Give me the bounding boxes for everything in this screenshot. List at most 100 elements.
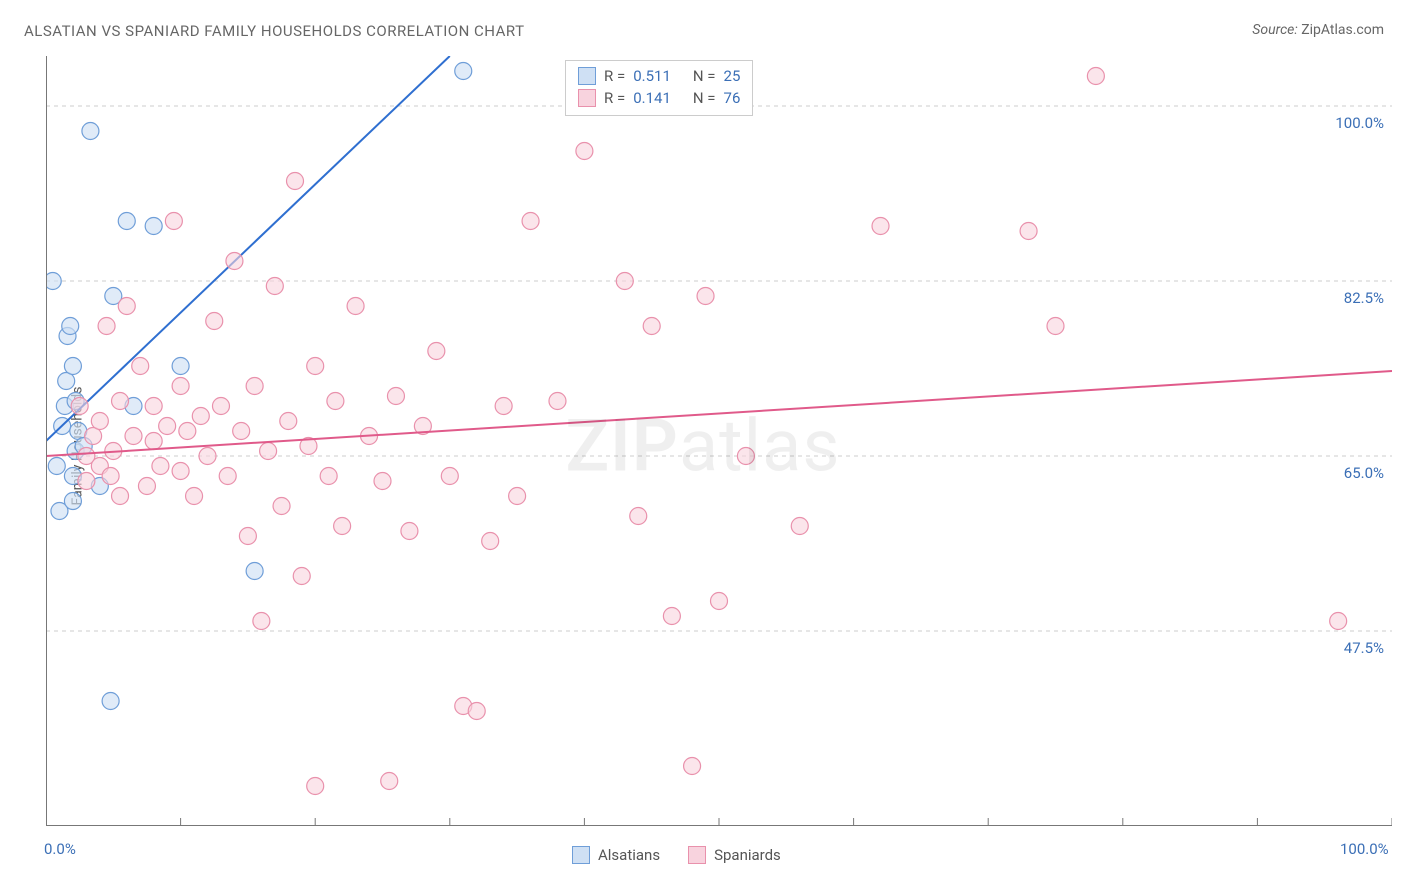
scatter-point [239, 528, 256, 545]
y-grid-label: 47.5% [1344, 639, 1384, 657]
scatter-point [260, 443, 277, 460]
scatter-point [468, 703, 485, 720]
scatter-point [226, 253, 243, 270]
scatter-point [381, 773, 398, 790]
scatter-point [98, 318, 115, 335]
scatter-point [307, 358, 324, 375]
scatter-point [482, 533, 499, 550]
scatter-point [1087, 68, 1104, 85]
scatter-point [125, 428, 142, 445]
legend-swatch [578, 67, 596, 85]
legend-r-value: 0.511 [633, 67, 671, 85]
legend-item: Spaniards [688, 846, 781, 864]
scatter-point [219, 468, 236, 485]
scatter-point [509, 488, 526, 505]
legend-n-label: N = [693, 67, 716, 85]
scatter-point [711, 593, 728, 610]
source-label: Source: [1252, 22, 1297, 38]
legend-swatch [688, 846, 706, 864]
scatter-point [307, 778, 324, 795]
scatter-point [280, 413, 297, 430]
scatter-point [179, 423, 196, 440]
legend-n-label: N = [693, 89, 716, 107]
scatter-point [347, 298, 364, 315]
scatter-chart: 47.5%65.0%82.5%100.0% [46, 56, 1392, 826]
scatter-point [576, 143, 593, 160]
scatter-point [327, 393, 344, 410]
scatter-point [253, 613, 270, 630]
scatter-point [872, 218, 889, 235]
scatter-point [549, 393, 566, 410]
scatter-point [1047, 318, 1064, 335]
scatter-point [293, 568, 310, 585]
scatter-point [112, 488, 129, 505]
chart-title: ALSATIAN VS SPANIARD FAMILY HOUSEHOLDS C… [24, 22, 525, 40]
scatter-point [1330, 613, 1347, 630]
scatter-point [206, 313, 223, 330]
scatter-point [165, 213, 182, 230]
scatter-point [118, 298, 135, 315]
scatter-point [630, 508, 647, 525]
scatter-point [737, 448, 754, 465]
scatter-point [387, 388, 404, 405]
legend-n-value: 76 [724, 89, 741, 107]
scatter-point [71, 398, 88, 415]
legend-row: R = 0.511 N = 25 [578, 65, 740, 87]
scatter-point [186, 488, 203, 505]
scatter-point [616, 273, 633, 290]
scatter-point [643, 318, 660, 335]
scatter-point [334, 518, 351, 535]
scatter-point [46, 273, 61, 290]
legend-item: Alsatians [572, 846, 660, 864]
scatter-point [172, 378, 189, 395]
scatter-point [102, 468, 119, 485]
legend-n-value: 25 [724, 67, 741, 85]
scatter-point [697, 288, 714, 305]
scatter-point [287, 173, 304, 190]
scatter-point [64, 358, 81, 375]
series-legend: Alsatians Spaniards [572, 846, 781, 864]
scatter-point [199, 448, 216, 465]
y-grid-label: 100.0% [1335, 114, 1384, 132]
legend-r-value: 0.141 [633, 89, 671, 107]
scatter-point [684, 758, 701, 775]
scatter-point [48, 458, 65, 475]
y-grid-label: 82.5% [1344, 289, 1384, 307]
legend-row: R = 0.141 N = 76 [578, 87, 740, 109]
scatter-point [82, 123, 99, 140]
scatter-point [212, 398, 229, 415]
scatter-point [132, 358, 149, 375]
scatter-point [102, 693, 119, 710]
source-value: ZipAtlas.com [1301, 22, 1384, 38]
x-axis-min-label: 0.0% [44, 840, 76, 858]
scatter-point [246, 563, 263, 580]
scatter-point [172, 463, 189, 480]
scatter-point [62, 318, 79, 335]
scatter-point [91, 413, 108, 430]
legend-swatch [578, 89, 596, 107]
scatter-point [401, 523, 418, 540]
scatter-point [320, 468, 337, 485]
scatter-point [428, 343, 445, 360]
scatter-point [374, 473, 391, 490]
scatter-point [1020, 223, 1037, 240]
scatter-point [192, 408, 209, 425]
scatter-point [441, 468, 458, 485]
scatter-point [495, 398, 512, 415]
scatter-point [145, 398, 162, 415]
scatter-point [266, 278, 283, 295]
scatter-point [145, 218, 162, 235]
legend-r-label: R = [604, 67, 625, 85]
scatter-point [152, 458, 169, 475]
scatter-point [273, 498, 290, 515]
legend-series-label: Spaniards [714, 846, 781, 864]
scatter-point [246, 378, 263, 395]
scatter-point [172, 358, 189, 375]
scatter-point [112, 393, 129, 410]
scatter-point [138, 478, 155, 495]
legend-r-label: R = [604, 89, 625, 107]
scatter-point [791, 518, 808, 535]
scatter-point [118, 213, 135, 230]
scatter-point [522, 213, 539, 230]
scatter-point [663, 608, 680, 625]
